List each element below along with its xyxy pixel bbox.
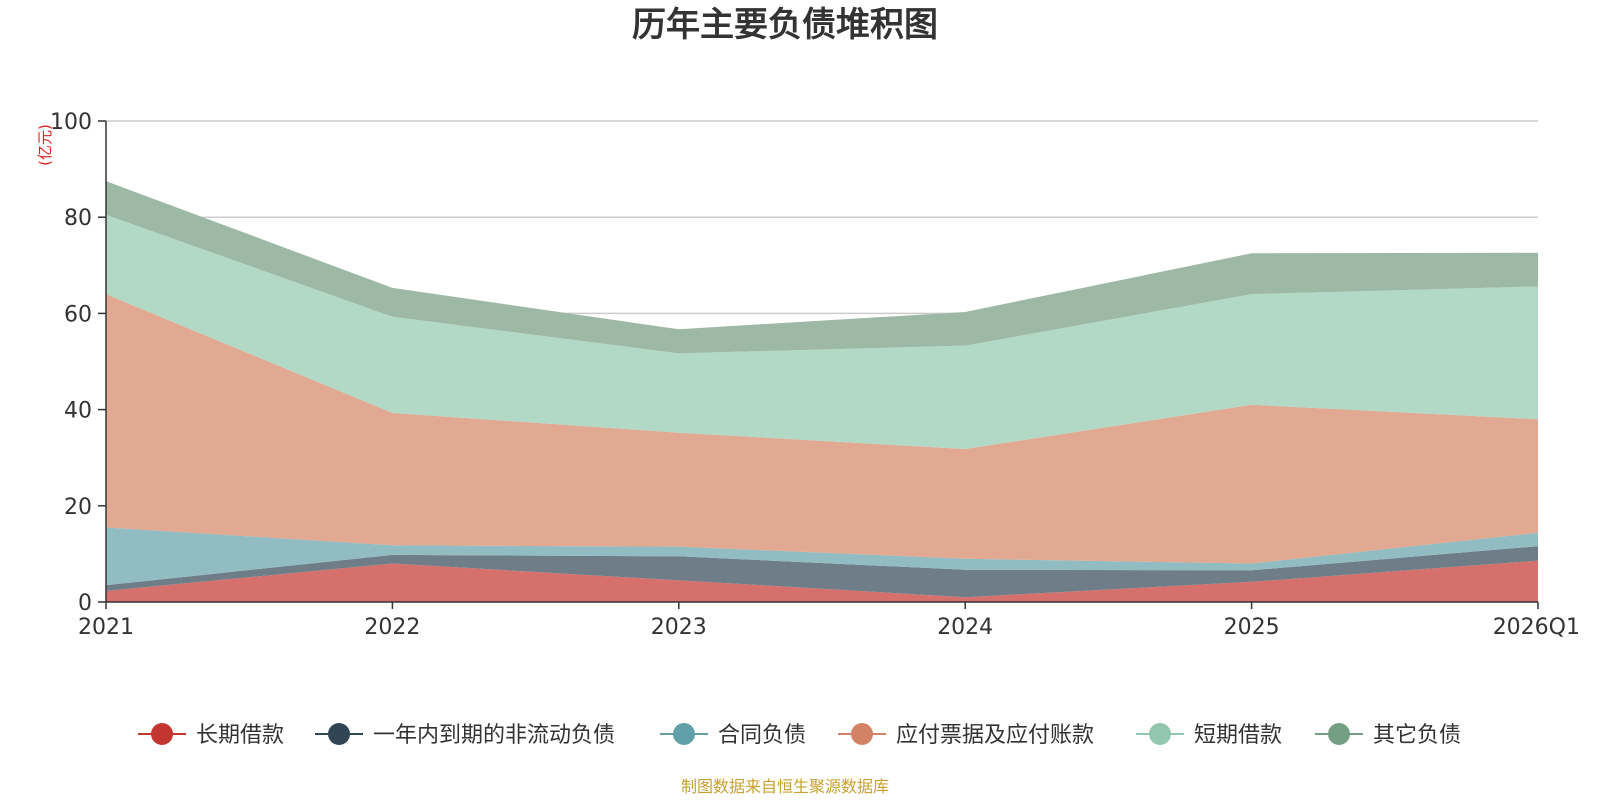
x-tick-label: 2023 xyxy=(651,615,707,640)
legend-marker xyxy=(1149,723,1171,745)
y-axis-unit-label: (亿元) xyxy=(36,124,54,166)
x-tick-label: 2025 xyxy=(1224,615,1280,640)
legend-label: 一年内到期的非流动负债 xyxy=(373,723,615,748)
legend-label: 其它负债 xyxy=(1373,723,1461,748)
legend-label: 合同负债 xyxy=(718,723,806,748)
x-tick-label: 2022 xyxy=(364,615,420,640)
legend-item-3[interactable]: 合同负债 xyxy=(660,723,806,748)
area-series-2 xyxy=(106,546,1538,598)
legend-marker xyxy=(851,723,873,745)
area-series-5 xyxy=(106,214,1538,450)
legend-label: 短期借款 xyxy=(1194,723,1282,748)
axes: 0 20 40 60 80 100 2021 2022 2023 2024 2025 2026Q1 xyxy=(50,110,1580,640)
chart-title: 历年主要负债堆积图 xyxy=(632,5,938,45)
legend: 长期借款 一年内到期的非流动负债 合同负债 应付票据及应付账款 短期借款 其它负债 xyxy=(138,723,1461,748)
legend-item-5[interactable]: 短期借款 xyxy=(1136,723,1282,748)
y-tick-label: 40 xyxy=(64,399,92,424)
y-tick-label: 80 xyxy=(64,206,92,231)
area-series-group xyxy=(106,181,1538,602)
x-tick-label: 2021 xyxy=(78,615,134,640)
x-tick-label: 2024 xyxy=(937,615,993,640)
x-tick-label: 2026Q1 xyxy=(1493,615,1580,640)
y-tick-label: 20 xyxy=(64,495,92,520)
legend-item-6[interactable]: 其它负债 xyxy=(1315,723,1461,748)
area-series-6 xyxy=(106,181,1538,354)
y-tick-label: 100 xyxy=(50,110,92,135)
legend-item-1[interactable]: 长期借款 xyxy=(138,723,284,748)
legend-item-2[interactable]: 一年内到期的非流动负债 xyxy=(315,723,615,748)
legend-marker xyxy=(673,723,695,745)
legend-label: 应付票据及应付账款 xyxy=(896,723,1094,748)
legend-marker xyxy=(328,723,350,745)
area-series-4 xyxy=(106,294,1538,564)
area-series-1 xyxy=(106,560,1538,602)
y-tick-label: 60 xyxy=(64,302,92,327)
y-tick-label: 0 xyxy=(78,591,92,616)
source-note: 制图数据来自恒生聚源数据库 xyxy=(681,777,889,796)
area-series-3 xyxy=(106,527,1538,586)
legend-marker xyxy=(1328,723,1350,745)
legend-label: 长期借款 xyxy=(196,723,284,748)
legend-item-4[interactable]: 应付票据及应付账款 xyxy=(838,723,1094,748)
legend-marker xyxy=(151,723,173,745)
